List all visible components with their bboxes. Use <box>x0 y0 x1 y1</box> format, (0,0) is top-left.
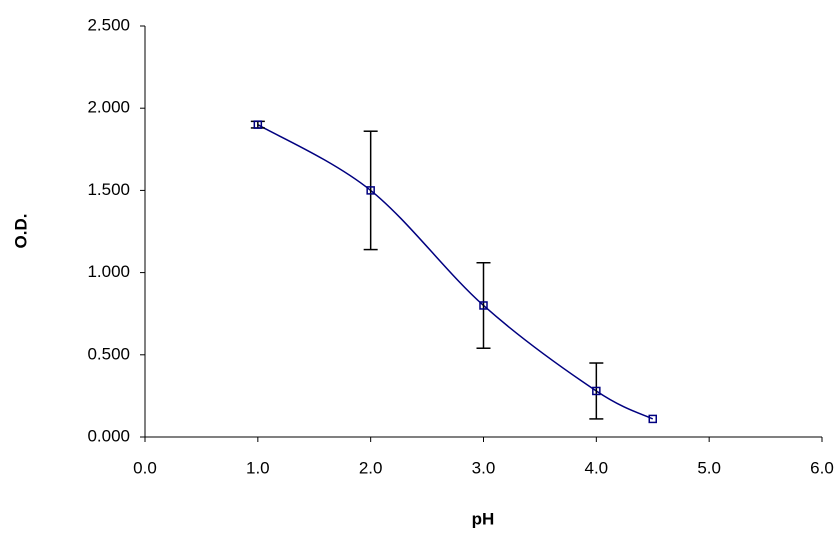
point <box>648 414 657 424</box>
x-tick-label: 5.0 <box>697 458 721 477</box>
x-tick-label: 4.0 <box>585 458 609 477</box>
y-tick-label: 1.500 <box>87 180 130 199</box>
error-bar <box>589 362 604 420</box>
x-tick-label: 2.0 <box>359 458 383 477</box>
error-bar <box>476 261 491 349</box>
x-tick-label: 3.0 <box>472 458 496 477</box>
y-axis-title: O.D. <box>11 214 30 249</box>
x-tick-label: 6.0 <box>810 458 834 477</box>
point <box>253 120 263 129</box>
series-line <box>257 123 654 420</box>
point <box>592 386 601 396</box>
point <box>479 301 488 310</box>
point <box>366 186 375 195</box>
y-tick-label: 0.500 <box>87 344 130 363</box>
y-tick-label: 2.000 <box>87 98 130 117</box>
x-tick-label: 1.0 <box>246 458 270 477</box>
x-axis-title: pH <box>472 509 495 528</box>
y-tick-label: 1.000 <box>87 262 130 281</box>
error-bar <box>363 130 378 251</box>
y-tick-label: 0.000 <box>87 426 130 445</box>
x-tick-label: 0.0 <box>133 458 157 477</box>
y-tick-label: 2.500 <box>87 15 130 34</box>
